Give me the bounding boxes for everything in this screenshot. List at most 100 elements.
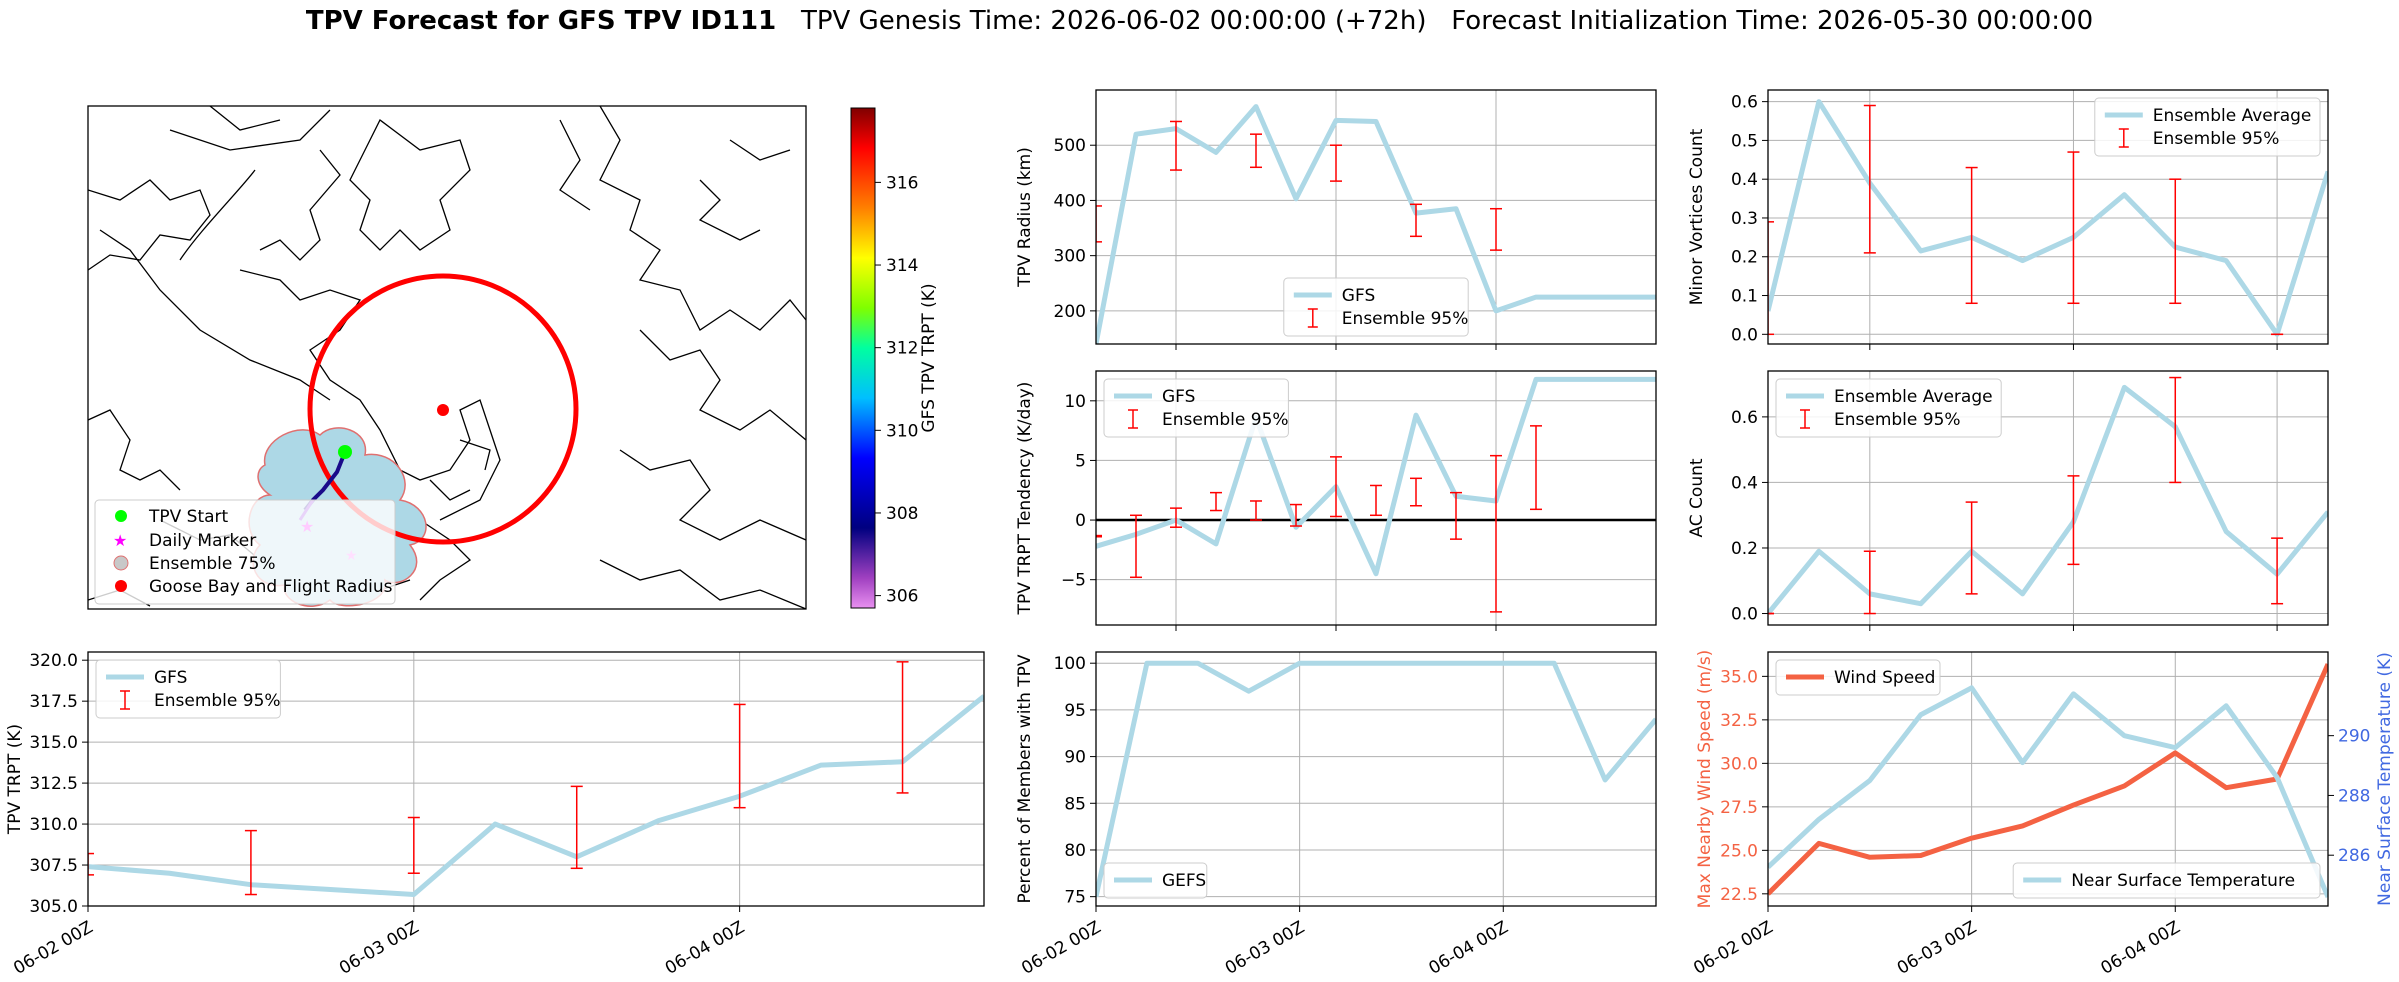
map-legend: TPV Start ★ Daily Marker Ensemble 75% Go… [94, 499, 396, 605]
legend-ac: Ensemble Average Ensemble 95% [1775, 378, 2002, 438]
errorbar [1410, 477, 1422, 507]
legend-label: GFS [1342, 286, 1375, 306]
colorbar: 306 308 310 312 314 316 GFS TPV TRPT (K) [850, 107, 939, 609]
y-tick-label: 75 [1064, 888, 1086, 908]
colorbar-tick-label: 314 [886, 256, 918, 276]
y-tick-label: 0.4 [1731, 170, 1758, 190]
x-tick-label: 06-03 00Z [1894, 917, 1980, 978]
y-tick-label: 22.5 [1720, 885, 1758, 905]
y-tick-label: 315.0 [29, 733, 78, 753]
y-tick-label: 305.0 [29, 897, 78, 917]
plot-area-minor [1768, 99, 2328, 337]
y-axis-label: Percent of Members with TPV [1015, 654, 1035, 903]
goose-bay-marker [437, 404, 449, 416]
chart-trpt: 305.0 307.5 310.0 312.5 315.0 317.5 320.0 06-02… [5, 651, 985, 979]
axes-frame [1095, 370, 1657, 626]
errorbar [2271, 537, 2284, 605]
x-tick-label: 06-02 00Z [10, 917, 96, 978]
errorbar [2169, 178, 2182, 305]
errorbar [2067, 151, 2080, 305]
legend-box [1775, 659, 1941, 696]
y-tick-label: −5 [1061, 571, 1086, 591]
series-line-minor-0 [1768, 99, 2328, 337]
errorbar [1330, 456, 1342, 518]
x-tick-label: 06-04 00Z [662, 917, 748, 978]
colorbar-tick-label: 316 [886, 173, 918, 193]
axes-frame [1767, 370, 2329, 626]
legend-label: GFS [1162, 387, 1195, 407]
errorbar [244, 829, 257, 896]
y-axis-label: Minor Vortices Count [1687, 128, 1707, 305]
flight-radius-circle [307, 273, 579, 545]
y-tick-label: 0.3 [1731, 209, 1758, 229]
errorbar [2067, 475, 2080, 566]
series-line-trpt-0 [88, 694, 984, 898]
y-tick-label: 5 [1075, 451, 1086, 471]
errorbar [896, 661, 909, 794]
series-line-radius-0 [1096, 104, 1656, 344]
y-tick-label: 317.5 [29, 692, 78, 712]
errorbar [1130, 514, 1142, 579]
axes-frame [1095, 651, 1657, 907]
y-tick-label: 0.0 [1731, 605, 1758, 625]
errorbar [1330, 144, 1342, 182]
colorbar-tick-label: 312 [886, 339, 918, 359]
legend-label: GFS [154, 668, 187, 688]
plot-area-radius [1096, 104, 1656, 344]
chart-percent: 75 80 85 90 95 100 06-02 00Z 06-03 00Z 06-04 00Z… [1015, 651, 1657, 979]
y-tick-label: 500 [1054, 136, 1086, 156]
y-tick-label: 400 [1054, 191, 1086, 211]
legend-wind: Near Surface Temperature [2012, 862, 2321, 899]
legend-label: Ensemble Average [2153, 106, 2312, 126]
errorbar [1370, 484, 1382, 517]
legend-goosebay-icon [115, 580, 127, 592]
y-tick-label: 100 [1054, 654, 1086, 674]
y-tick-label: 0.6 [1731, 408, 1758, 428]
legend-label: Near Surface Temperature [2071, 871, 2295, 891]
errorbar [1965, 501, 1978, 595]
legend-wind: Wind Speed [1775, 659, 1941, 696]
errorbar [88, 852, 94, 876]
errorbar [1250, 133, 1262, 169]
colorbar-tick-label: 308 [886, 504, 918, 524]
chart-wind: 22.5 25.0 27.5 30.0 32.5 35.0 06-02 00Z 06-03 0… [1690, 650, 2395, 979]
errorbar [1250, 500, 1262, 521]
y-tick-label: 307.5 [29, 856, 78, 876]
y-tick-label: 312.5 [29, 774, 78, 794]
series-line-wind-0 [1768, 663, 2328, 896]
axes-frame [87, 651, 985, 907]
y-tick-label: 85 [1064, 794, 1086, 814]
errorbar [1490, 207, 1502, 251]
errorbar [1210, 491, 1222, 512]
legend-daily-label: Daily Marker [149, 531, 256, 551]
legend-percent: GEFS [1103, 862, 1208, 899]
y-tick-label: 0.6 [1731, 93, 1758, 113]
errorbar [407, 816, 420, 874]
x-tick-label: 06-02 00Z [1690, 917, 1776, 978]
y-tick-label: 0 [1075, 511, 1086, 531]
legend-radius: GFS Ensemble 95% [1283, 277, 1469, 337]
y-tick-label: 32.5 [1720, 711, 1758, 731]
errorbar [1863, 550, 1876, 615]
y-right-tick-label: 286 [2338, 846, 2370, 866]
series-line-percent-0 [1096, 660, 1656, 898]
errorbar [1490, 454, 1502, 613]
axes-frame [1767, 89, 2329, 345]
legend-ensemble-icon [113, 555, 129, 571]
y-tick-label: 0.4 [1731, 473, 1758, 493]
y-tick-label: 0.2 [1731, 539, 1758, 559]
y-tick-label: 95 [1064, 701, 1086, 721]
x-tick-label: 06-04 00Z [2097, 917, 2183, 978]
y-tick-label: 90 [1064, 748, 1086, 768]
errorbar [1410, 203, 1422, 238]
legend-tendency: GFS Ensemble 95% [1103, 378, 1289, 438]
y-axis-label: AC Count [1687, 458, 1707, 537]
chart-minor: 0.0 0.1 0.2 0.3 0.4 0.5 0.6 Minor Vortices Coun… [1687, 89, 2329, 350]
y-tick-label: 80 [1064, 841, 1086, 861]
plot-area-percent [1096, 660, 1656, 898]
y-axis-label: TPV Radius (km) [1015, 147, 1035, 288]
y-tick-label: 310.0 [29, 815, 78, 835]
title-bold: TPV Forecast for GFS TPV ID111 [305, 6, 777, 36]
y-tick-label: 0.0 [1731, 325, 1758, 345]
legend-start-label: TPV Start [148, 507, 229, 527]
